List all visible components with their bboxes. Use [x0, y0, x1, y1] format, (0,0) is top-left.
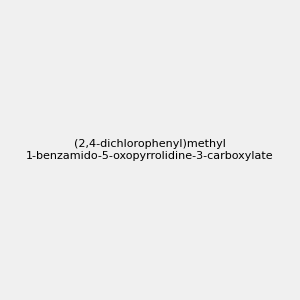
Text: (2,4-dichlorophenyl)methyl 1-benzamido-5-oxopyrrolidine-3-carboxylate: (2,4-dichlorophenyl)methyl 1-benzamido-5… [26, 139, 274, 161]
